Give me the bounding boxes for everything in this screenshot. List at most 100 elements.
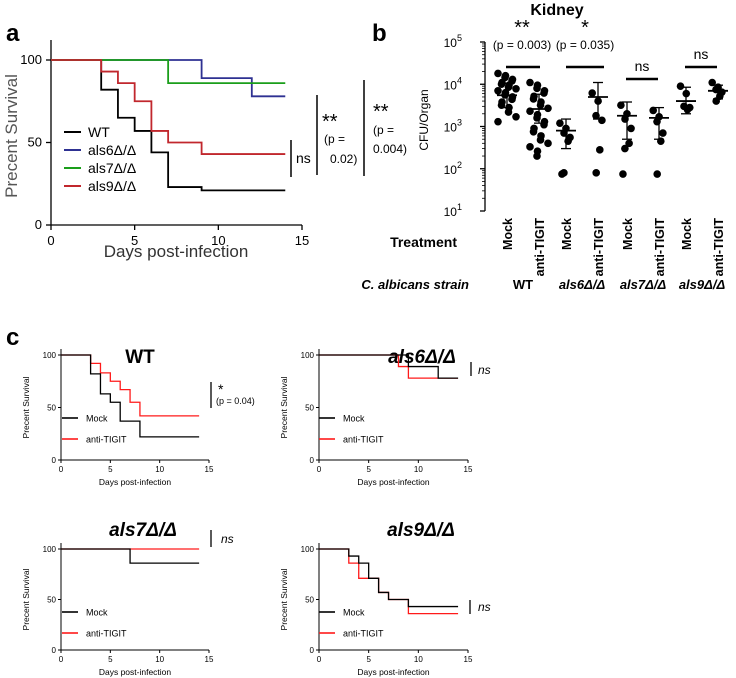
y-tick-label: 50 <box>305 404 314 413</box>
data-point <box>494 117 502 126</box>
data-point <box>657 137 665 145</box>
data-point <box>540 89 548 97</box>
series-line-anti-tigit <box>61 354 200 417</box>
legend-label-anti-tigit: anti-TIGIT <box>86 629 127 639</box>
x-tick-label: 5 <box>108 655 113 664</box>
data-group <box>649 106 669 178</box>
chart-title: als6Δ/Δ <box>388 347 456 368</box>
panel-c-chart-als9: als9Δ/Δ 0 5 10 15 0 50 100 Precent Survival Days … <box>279 520 473 677</box>
series-line-als6 <box>51 59 286 98</box>
x-tick-label: 10 <box>155 465 164 474</box>
panel-c-chart-als7: als7Δ/Δ 0 5 10 15 0 50 100 Precent Survival Days … <box>21 520 214 677</box>
sig-p-a1-line1: (p = <box>324 132 345 146</box>
legend-label-mock: Mock <box>343 414 365 424</box>
x-tick-label: 0 <box>317 655 322 664</box>
data-point <box>627 124 635 133</box>
data-point <box>536 136 545 144</box>
data-group <box>708 78 728 105</box>
data-point <box>494 86 502 95</box>
sig-ns-b4: ns <box>694 46 709 62</box>
y-axis-label: Precent Survival <box>21 376 31 438</box>
data-point <box>504 108 513 116</box>
legend-label-als9: als9Δ/Δ <box>88 178 136 194</box>
series-line-mock <box>319 354 459 379</box>
y-tick-label: 101 <box>444 202 462 219</box>
y-tick-label: 0 <box>310 456 315 465</box>
data-point <box>619 170 627 178</box>
series-line-mock <box>61 354 200 438</box>
x-tick-label: 5 <box>366 655 371 664</box>
panel-label-b: b <box>372 20 387 47</box>
sig-stars-a2: ** <box>373 101 389 123</box>
series-line-als7 <box>51 59 286 84</box>
data-point <box>653 170 661 178</box>
legend-label-mock: Mock <box>343 608 365 618</box>
y-tick-exponent: 3 <box>457 118 462 128</box>
series-line-mock <box>319 548 459 608</box>
treatment-label: anti-TIGIT <box>533 218 547 277</box>
panel-c-chart-als6: als6Δ/Δ 0 5 10 15 0 50 100 Precent Survival Days … <box>279 347 473 487</box>
sig-p-c-wt: (p = 0.04) <box>216 396 255 406</box>
series-line-anti-tigit <box>319 548 459 615</box>
sig-ns-a: ns <box>296 150 311 166</box>
strain-row-label: C. albicans strain <box>361 277 469 292</box>
data-point <box>544 139 552 148</box>
y-axis-label: Precent Survival <box>279 568 289 630</box>
strain-label: als7Δ/Δ <box>620 277 667 292</box>
legend-label-als6: als6Δ/Δ <box>88 142 136 158</box>
y-tick-label: 50 <box>305 596 314 605</box>
treatment-label: Mock <box>680 218 694 250</box>
data-point <box>558 170 566 178</box>
x-tick-label: 15 <box>205 655 214 664</box>
data-point <box>497 80 506 89</box>
data-point <box>512 85 520 93</box>
y-tick-label: 100 <box>43 351 57 360</box>
legend-label-wt: WT <box>88 124 110 140</box>
x-tick-label: 15 <box>464 465 473 474</box>
series-line-als9 <box>51 59 286 155</box>
panel-label-c: c <box>6 324 19 351</box>
legend-label-anti-tigit: anti-TIGIT <box>343 435 384 445</box>
y-axis-label: Precent Survival <box>2 74 21 198</box>
data-point <box>621 144 629 153</box>
x-axis-label: Days post-infection <box>99 477 172 487</box>
y-tick-exponent: 4 <box>457 75 462 85</box>
sig-stars-b1: ** <box>514 17 530 39</box>
x-tick-label: 0 <box>47 233 54 248</box>
data-group <box>588 81 608 177</box>
data-point <box>649 106 657 115</box>
sig-p-a2-line1: (p = <box>373 123 394 137</box>
y-tick-label: 0 <box>35 217 42 232</box>
data-point <box>592 169 600 177</box>
data-point <box>533 152 541 160</box>
data-point <box>533 84 541 93</box>
data-point <box>536 101 545 109</box>
strain-label: WT <box>513 277 533 292</box>
y-tick-label: 50 <box>47 404 56 413</box>
treatment-label: anti-TIGIT <box>712 218 726 277</box>
y-tick-exponent: 1 <box>457 202 462 212</box>
legend-label-anti-tigit: anti-TIGIT <box>343 629 384 639</box>
data-point <box>653 117 661 126</box>
treatment-row-label: Treatment <box>390 234 457 250</box>
legend-label-mock: Mock <box>86 608 108 618</box>
sig-star-c-wt: * <box>218 381 224 397</box>
y-tick-exponent: 5 <box>457 33 462 43</box>
sig-stars-a1: ** <box>322 111 338 133</box>
sig-ns-c-als6: ns <box>478 363 491 377</box>
sig-p-a2-line2: 0.004) <box>373 142 407 156</box>
data-point <box>512 112 520 121</box>
data-point <box>683 105 692 114</box>
x-tick-label: 5 <box>366 465 371 474</box>
data-point <box>540 120 548 129</box>
panel-a-chart: 0 5 10 15 0 50 100 Precent Survival Days post-… <box>2 40 407 261</box>
series-line-wt <box>51 59 286 192</box>
x-axis-label: Days post-infection <box>99 667 172 677</box>
strain-label: als9Δ/Δ <box>679 277 726 292</box>
x-tick-label: 15 <box>464 655 473 664</box>
data-group <box>617 101 637 178</box>
x-tick-label: 10 <box>414 655 423 664</box>
panel-label-a: a <box>6 20 20 47</box>
